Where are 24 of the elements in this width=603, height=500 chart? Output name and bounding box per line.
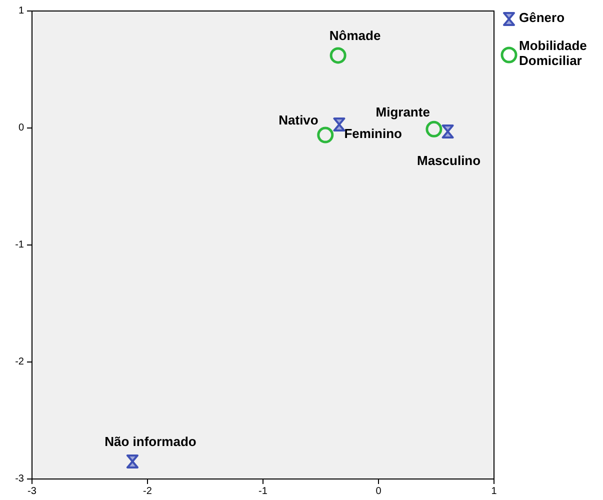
x-tick-label: -1: [258, 486, 268, 497]
legend-label: Gênero: [519, 10, 565, 26]
point: [126, 454, 138, 468]
y-tick-label: -1: [15, 240, 24, 251]
point: [442, 124, 454, 139]
annotation: Nômade: [329, 28, 381, 43]
annotation: Nativo: [278, 112, 318, 128]
y-tick-label: 1: [18, 6, 24, 17]
point: [426, 120, 442, 138]
y-tick-label: -2: [15, 356, 24, 368]
annotation: Masculino: [417, 152, 481, 168]
x-tick-label: 1: [491, 486, 498, 497]
annotation: Feminino: [344, 126, 402, 141]
annotation: Não informado: [104, 434, 196, 449]
point: [330, 47, 346, 64]
point: [333, 117, 346, 132]
annotation: Migrante: [376, 104, 430, 120]
x-tick-label: -3: [28, 486, 37, 497]
point: [317, 126, 334, 144]
x-tick-label: -2: [143, 486, 152, 497]
y-tick-label: -3: [15, 474, 24, 485]
x-tick-label: 0: [376, 486, 382, 497]
legend-label: Mobilidade Domiciliar: [519, 38, 587, 68]
y-tick-label: 0: [18, 122, 24, 134]
